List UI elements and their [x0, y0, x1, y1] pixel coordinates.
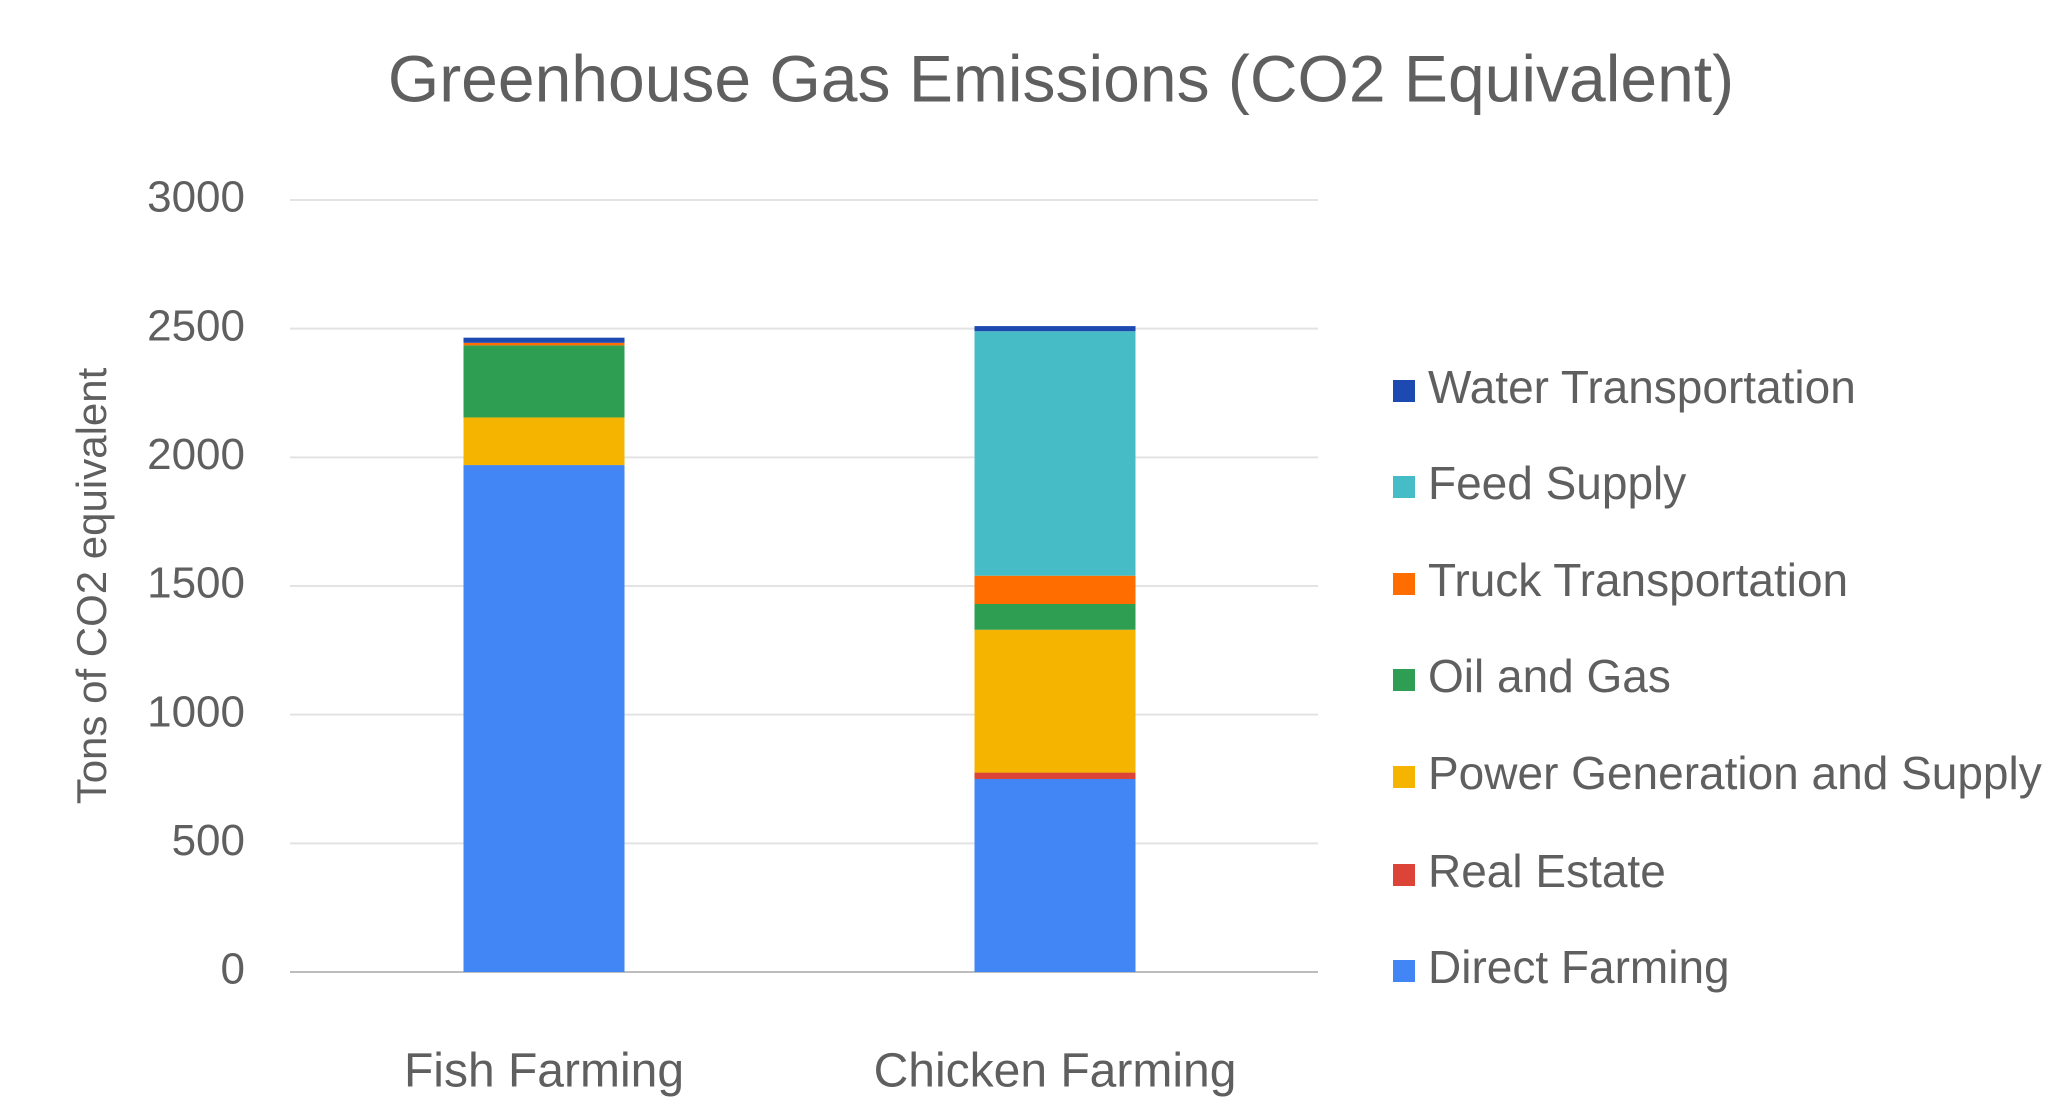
legend-label: Feed Supply: [1428, 457, 1686, 509]
bar-segment: [974, 604, 1136, 630]
legend-swatch: [1393, 766, 1415, 788]
bar-segment: [463, 465, 625, 972]
bar-segment: [974, 331, 1136, 576]
legend-swatch: [1393, 573, 1415, 595]
bar-segment: [974, 575, 1136, 605]
legend-label: Direct Farming: [1428, 941, 1730, 993]
y-axis-label: Tons of CO2 equivalent: [68, 367, 115, 804]
y-tick-label: 3000: [147, 173, 245, 222]
y-tick-label: 2000: [147, 430, 245, 479]
y-tick-label: 0: [221, 945, 245, 994]
bar-segment: [974, 772, 1136, 779]
legend-label: Real Estate: [1428, 845, 1666, 897]
bar-segment: [463, 345, 625, 418]
legend-swatch: [1393, 669, 1415, 691]
bar-segment: [463, 417, 625, 466]
y-tick-label: 2500: [147, 301, 245, 350]
legend-label: Truck Transportation: [1428, 554, 1848, 606]
chart-title: Greenhouse Gas Emissions (CO2 Equivalent…: [388, 41, 1734, 115]
legend-swatch: [1393, 476, 1415, 498]
y-tick-label: 1000: [147, 687, 245, 736]
x-tick-label: Fish Farming: [404, 1045, 684, 1098]
bar-segment: [463, 342, 625, 346]
bar-segment: [463, 337, 625, 343]
bar-segment: [974, 326, 1136, 332]
legend-label: Oil and Gas: [1428, 650, 1671, 702]
y-tick-label: 1500: [147, 559, 245, 608]
legend-swatch: [1393, 960, 1415, 982]
x-tick-label: Chicken Farming: [874, 1045, 1237, 1098]
y-tick-label: 500: [172, 816, 245, 865]
legend-swatch: [1393, 380, 1415, 402]
legend-label: Power Generation and Supply: [1428, 747, 2042, 799]
legend-label: Water Transportation: [1428, 361, 1856, 413]
bar-segment: [974, 629, 1136, 773]
bar-segment: [974, 779, 1136, 972]
legend-swatch: [1393, 864, 1415, 886]
